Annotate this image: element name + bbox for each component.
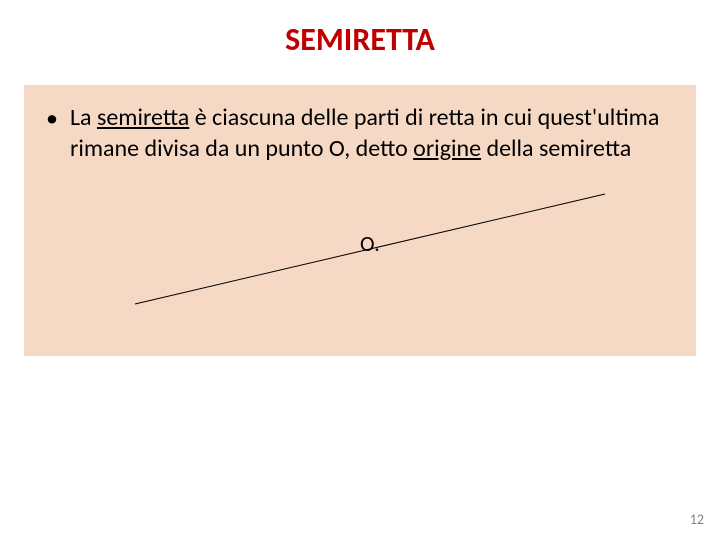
term-semiretta: semiretta <box>97 103 189 132</box>
origin-point-label: O. <box>360 230 380 257</box>
text-prefix: La <box>70 103 97 132</box>
semiretta-diagram: O. <box>42 174 678 334</box>
definition-text: La semiretta è ciascuna delle parti di r… <box>70 103 678 164</box>
page-number: 12 <box>690 511 704 528</box>
term-origine: origine <box>413 134 481 163</box>
content-box: • La semiretta è ciascuna delle parti di… <box>24 85 696 356</box>
text-suffix: della semiretta <box>481 134 631 163</box>
slide-title: SEMIRETTA <box>0 0 720 67</box>
bullet-item: • La semiretta è ciascuna delle parti di… <box>42 103 678 164</box>
bullet-glyph: • <box>46 103 58 134</box>
